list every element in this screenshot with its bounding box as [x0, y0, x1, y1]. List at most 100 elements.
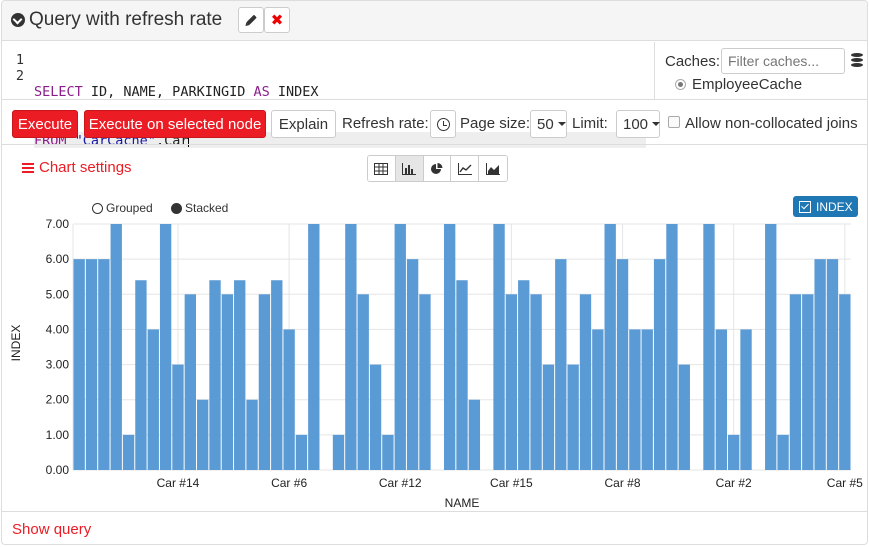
show-query-link[interactable]: Show query — [12, 521, 92, 538]
bar[interactable] — [518, 280, 530, 470]
page-size-value: 50 — [537, 115, 554, 133]
area-chart-button[interactable] — [479, 156, 507, 181]
execute-selected-node-button[interactable]: Execute on selected node — [84, 110, 266, 138]
bar[interactable] — [271, 280, 283, 470]
bar[interactable] — [493, 224, 505, 470]
bar[interactable] — [147, 329, 159, 470]
bar[interactable] — [567, 364, 579, 470]
bar[interactable] — [592, 329, 604, 470]
bar[interactable] — [246, 399, 258, 470]
page-title[interactable]: Query with refresh rate — [29, 9, 223, 30]
bar[interactable] — [666, 224, 678, 470]
bar[interactable] — [135, 280, 147, 470]
bar[interactable] — [110, 224, 122, 470]
bar[interactable] — [789, 294, 802, 470]
grouped-option[interactable]: Grouped — [92, 201, 153, 215]
bar[interactable] — [703, 224, 715, 470]
bar[interactable] — [456, 280, 468, 470]
bar[interactable] — [740, 329, 752, 470]
x-tick-label: Car #14 — [157, 476, 200, 490]
bar[interactable] — [196, 399, 209, 470]
bar[interactable] — [122, 434, 135, 470]
cache-radio[interactable] — [675, 79, 686, 90]
bar[interactable] — [234, 280, 246, 470]
bar[interactable] — [604, 224, 616, 470]
bar[interactable] — [443, 224, 456, 470]
bar[interactable] — [468, 399, 481, 470]
stacked-option[interactable]: Stacked — [171, 201, 228, 215]
bar[interactable] — [505, 294, 518, 470]
bar[interactable] — [728, 434, 740, 470]
bar[interactable] — [555, 259, 567, 470]
bar[interactable] — [839, 294, 851, 470]
remove-query-button[interactable]: ✖ — [264, 7, 290, 33]
menu-icon — [22, 162, 34, 173]
x-tick-label: Car #12 — [379, 476, 422, 490]
y-tick-label: 5.00 — [46, 287, 70, 301]
bar[interactable] — [308, 224, 320, 470]
bar[interactable] — [295, 434, 308, 470]
bar[interactable] — [419, 294, 431, 470]
close-icon: ✖ — [270, 12, 284, 29]
series-legend-label: INDEX — [816, 199, 853, 214]
bar[interactable] — [814, 259, 826, 470]
bar[interactable] — [715, 329, 728, 470]
table-view-button[interactable] — [368, 156, 396, 181]
edit-title-button[interactable] — [238, 7, 264, 33]
bar[interactable] — [159, 224, 172, 470]
bar-chart-button[interactable] — [395, 156, 424, 181]
bar[interactable] — [641, 329, 653, 470]
bar[interactable] — [184, 294, 196, 470]
bar[interactable] — [369, 364, 382, 470]
bar[interactable] — [802, 294, 814, 470]
y-axis-ticks: 0.00 1.00 2.00 3.00 4.00 5.00 6.00 7.00 — [46, 217, 70, 477]
bar[interactable] — [345, 224, 357, 470]
bar[interactable] — [629, 329, 641, 470]
database-icon[interactable] — [851, 53, 863, 68]
bar[interactable] — [332, 434, 345, 470]
y-tick-label: 2.00 — [46, 393, 70, 407]
bar[interactable] — [826, 259, 839, 470]
bar[interactable] — [579, 294, 592, 470]
bar[interactable] — [530, 294, 542, 470]
sql-editor[interactable]: 1 2 SELECT ID, NAME, PARKINGID AS INDEX … — [2, 42, 654, 149]
bar[interactable] — [209, 280, 221, 470]
bar[interactable] — [406, 259, 419, 470]
bar[interactable] — [542, 364, 555, 470]
bar[interactable] — [258, 294, 271, 470]
line-chart-button[interactable] — [451, 156, 480, 181]
bar[interactable] — [394, 224, 406, 470]
bar[interactable] — [678, 364, 690, 470]
bar[interactable] — [283, 329, 295, 470]
x-axis-title: NAME — [445, 496, 480, 510]
pie-chart-icon — [430, 162, 443, 174]
x-tick-label: Car #8 — [605, 476, 641, 490]
bar[interactable] — [73, 259, 85, 470]
bar[interactable] — [357, 294, 369, 470]
chevron-down-icon[interactable] — [11, 13, 25, 27]
bar[interactable] — [765, 224, 777, 470]
chart-settings-toggle[interactable]: Chart settings — [22, 159, 132, 176]
page-size-dropdown[interactable]: 50 — [530, 110, 567, 138]
cache-filter-input[interactable] — [721, 48, 845, 74]
explain-button[interactable]: Explain — [271, 110, 336, 138]
bar[interactable] — [382, 434, 394, 470]
bar[interactable] — [172, 364, 184, 470]
bar[interactable] — [777, 434, 789, 470]
pie-chart-button[interactable] — [423, 156, 452, 181]
bar[interactable] — [221, 294, 234, 470]
bar[interactable] — [616, 259, 629, 470]
series-legend-index[interactable]: INDEX — [793, 196, 858, 217]
view-mode-group — [367, 155, 508, 182]
y-tick-label: 6.00 — [46, 252, 70, 266]
bar-chart: 0.00 1.00 2.00 3.00 4.00 5.00 6.00 7.00 Car #14… — [9, 217, 863, 510]
non-collocated-checkbox[interactable] — [668, 116, 680, 128]
limit-dropdown[interactable]: 100 — [616, 110, 661, 138]
bar[interactable] — [98, 259, 110, 470]
non-collocated-label[interactable]: Allow non-collocated joins — [685, 115, 858, 132]
clock-icon[interactable] — [430, 110, 456, 138]
execute-button[interactable]: Execute — [12, 110, 78, 138]
bar[interactable] — [85, 259, 98, 470]
bar[interactable] — [653, 259, 666, 470]
cache-name[interactable]: EmployeeCache — [692, 76, 803, 93]
